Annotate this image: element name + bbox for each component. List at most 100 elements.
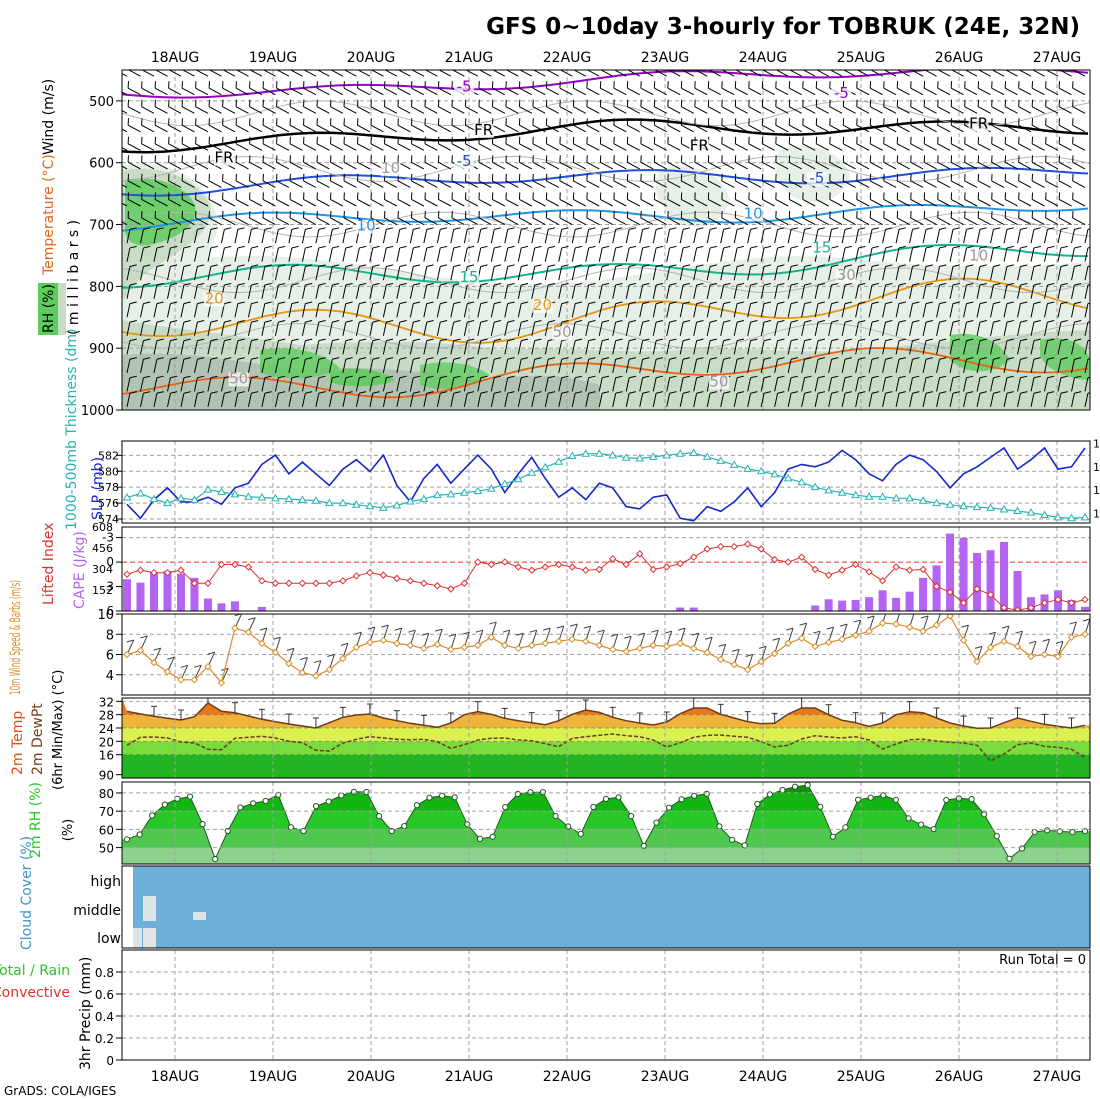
wind-barb <box>234 247 239 262</box>
wind-barb <box>694 124 708 133</box>
wind-barb <box>423 229 428 244</box>
wind-barb <box>532 161 546 170</box>
wind-barb-flag <box>494 375 502 379</box>
wind-barb-flag <box>399 245 407 249</box>
rh2m-grid <box>122 782 1090 864</box>
wind-barb <box>316 106 330 114</box>
wind-barb <box>288 229 293 244</box>
wind-barb-flag <box>305 357 313 360</box>
wind-barb <box>895 377 900 392</box>
wind-barb <box>963 229 967 244</box>
wind-barb-flag <box>156 264 164 267</box>
wind-barb <box>909 247 913 262</box>
wind-barb <box>1071 247 1075 262</box>
wind-barb <box>505 143 519 151</box>
wind-barb-flag <box>1020 301 1028 305</box>
wind-barb <box>261 359 266 374</box>
wind-barb-flag <box>683 282 691 286</box>
wind-barb <box>195 124 209 133</box>
wind-barb <box>180 247 185 262</box>
wind-barb-flag <box>750 391 758 394</box>
wind-barb <box>370 217 384 225</box>
wind-barb-flag <box>709 391 718 394</box>
wind-speed-point <box>487 633 496 641</box>
wind-barb <box>789 70 802 77</box>
wind-barb <box>667 161 681 170</box>
wind-barb <box>519 124 533 133</box>
wind-barb-flag <box>440 301 448 305</box>
wind-barb <box>355 247 360 262</box>
wind-barb <box>802 217 816 225</box>
wind-barb <box>855 247 860 262</box>
temp-band <box>122 741 1090 755</box>
wind-barb <box>694 87 708 96</box>
wind-barb-flag <box>669 264 677 267</box>
thickness-point <box>338 498 348 507</box>
wind-barb-flag <box>885 301 893 305</box>
wind-barb <box>1057 340 1062 355</box>
isotherm-label: 20 <box>533 296 552 314</box>
wind-barb-flag <box>1087 246 1090 249</box>
wind-barb <box>1072 87 1086 96</box>
wind-barb-flag <box>790 227 798 230</box>
wind-barb <box>1058 143 1072 151</box>
isotherm-label-bg <box>968 249 989 264</box>
wind-barb <box>328 266 333 281</box>
wind-barb <box>666 284 671 299</box>
wind-barb <box>613 106 627 114</box>
wind-barb <box>843 217 856 225</box>
wind-barb <box>748 106 762 114</box>
wind-barb <box>856 143 870 151</box>
wind-barb <box>909 266 913 281</box>
wind-barb <box>274 340 279 355</box>
wind-barb-flag <box>521 282 529 286</box>
thickness-point <box>378 503 388 511</box>
wind-barb <box>720 322 725 336</box>
wind-barb <box>140 393 144 408</box>
wind-barb-flag <box>777 375 785 379</box>
thickness-point <box>122 493 132 501</box>
wind-barb <box>747 247 752 262</box>
wind-barb-flag <box>237 301 245 305</box>
wind-barb-flag <box>885 282 893 286</box>
wind-barb <box>423 303 428 318</box>
wind-barb-flag <box>129 301 137 305</box>
wind-barb-flag <box>278 391 286 394</box>
thickness-axis-label: 1000-500mb Thickness (dm) <box>64 329 80 530</box>
wind-barb <box>1045 143 1059 151</box>
wind-barb <box>195 106 209 114</box>
pressure-tick-label: 800 <box>89 280 114 295</box>
wind-barb-flag <box>359 375 367 379</box>
wind-barb <box>694 106 708 114</box>
wind-barb-flag <box>993 357 1001 360</box>
lifted-index-point <box>919 565 927 574</box>
wind-barb <box>168 161 182 170</box>
wind-barb <box>625 340 630 355</box>
wind-barb-flag <box>844 301 852 305</box>
wind-barb <box>140 377 144 392</box>
wind-barb <box>735 161 748 170</box>
rh-point <box>186 793 194 800</box>
wind-barb <box>193 266 198 281</box>
wind-barb-flag <box>831 245 839 249</box>
wind-barb-flag <box>345 391 353 394</box>
rh-point <box>325 798 332 805</box>
wind-barb-flag <box>1006 245 1014 249</box>
wind-barb-flag <box>642 227 650 230</box>
wind-barb <box>316 70 330 77</box>
surface-wind-barb-flag <box>799 622 807 626</box>
wind-barb <box>1003 322 1008 336</box>
wind-barb <box>627 143 640 151</box>
wind-barb-flag <box>602 282 610 286</box>
wind-barb-flag <box>210 338 218 342</box>
cape-frame <box>121 526 1091 612</box>
surface-wind-barb-flag <box>207 651 215 655</box>
wind-barb-flag <box>763 245 772 249</box>
wind-barb-flag <box>413 338 421 342</box>
wind-barb <box>220 266 225 281</box>
wind-barb <box>261 322 266 336</box>
rh-point <box>691 792 698 799</box>
wind-barb-flag <box>345 227 353 230</box>
wind-barb <box>787 377 792 392</box>
wind-barb <box>667 143 681 151</box>
